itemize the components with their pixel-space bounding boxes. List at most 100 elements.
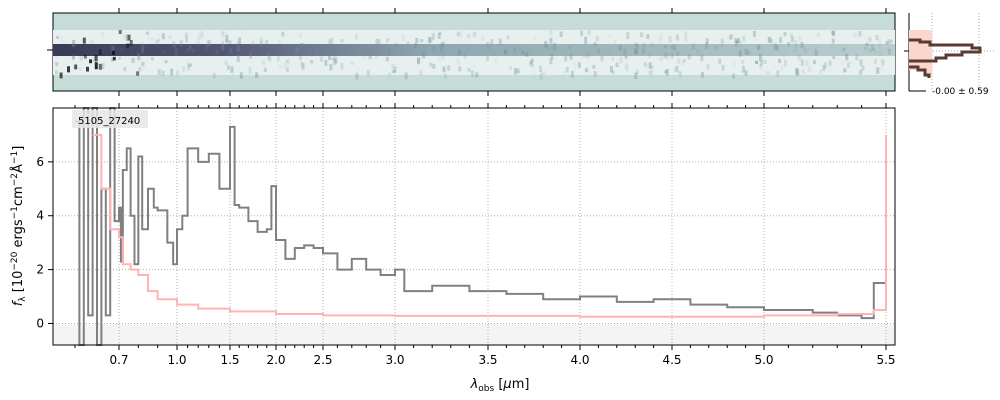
2d-pixel xyxy=(419,57,422,62)
2d-pixel xyxy=(212,72,216,79)
y-tick-label: 6 xyxy=(36,155,44,169)
2d-pixel xyxy=(78,66,82,71)
2d-pixel xyxy=(780,65,784,72)
2d-pixel xyxy=(805,60,809,67)
2d-pixel xyxy=(427,36,431,44)
2d-pixel xyxy=(544,41,548,48)
2d-pixel xyxy=(650,65,654,69)
2d-pixel xyxy=(429,62,433,67)
2d-pixel xyxy=(736,40,740,44)
2d-pixel xyxy=(441,53,445,61)
2d-pixel xyxy=(728,38,731,44)
2d-pixel xyxy=(226,65,230,70)
2d-pixel xyxy=(769,54,772,58)
2d-pixel xyxy=(364,43,368,47)
2d-pixel xyxy=(752,30,756,37)
2d-pixel xyxy=(276,55,280,62)
2d-pixel xyxy=(586,66,589,73)
2d-pixel xyxy=(221,31,225,37)
2d-pixel xyxy=(700,54,704,62)
2d-pixel xyxy=(692,55,695,60)
2d-pixel xyxy=(832,55,836,60)
2d-pixel xyxy=(664,52,668,59)
2d-pixel xyxy=(83,54,87,59)
2d-pixel xyxy=(731,33,735,38)
2d-pixel xyxy=(758,53,762,61)
2d-pixel xyxy=(873,51,877,55)
2d-pixel xyxy=(649,70,653,76)
2d-pixel xyxy=(530,61,534,68)
2d-pixel xyxy=(684,35,688,42)
2d-pixel xyxy=(118,56,122,60)
2d-pixel xyxy=(438,56,442,63)
2d-pixel xyxy=(161,33,165,40)
2d-pixel xyxy=(732,49,735,55)
2d-pixel xyxy=(67,55,70,60)
2d-pixel xyxy=(736,38,740,43)
2d-pixel xyxy=(845,46,848,51)
2d-pixel xyxy=(876,67,880,74)
2d-pixel xyxy=(185,36,189,43)
2d-pixel xyxy=(644,63,648,68)
2d-pixel xyxy=(188,45,192,50)
2d-pixel xyxy=(789,32,793,38)
2d-pixel xyxy=(663,44,667,49)
2d-pixel xyxy=(569,54,573,60)
2d-pixel xyxy=(647,70,651,74)
2d-pixel xyxy=(394,58,397,62)
2d-pixel xyxy=(695,48,699,55)
2d-pixel xyxy=(352,46,356,53)
2d-pixel xyxy=(852,31,856,39)
2d-pixel xyxy=(285,67,289,72)
2d-pixel xyxy=(79,56,83,61)
2d-pixel xyxy=(320,56,324,62)
2d-pixel xyxy=(470,32,473,37)
2d-pixel xyxy=(635,69,639,74)
2d-pixel xyxy=(666,53,670,60)
2d-pixel xyxy=(324,60,328,66)
2d-pixel xyxy=(385,56,389,62)
2d-pixel xyxy=(239,72,243,79)
2d-pixel xyxy=(568,45,572,50)
2d-pixel xyxy=(228,46,232,53)
2d-pixel xyxy=(220,40,224,46)
2d-pixel xyxy=(419,70,423,76)
2d-pixel xyxy=(255,72,259,79)
2d-pixel xyxy=(437,33,441,39)
2d-pixel xyxy=(613,39,617,44)
2d-pixel xyxy=(458,66,462,72)
2d-pixel xyxy=(634,42,638,47)
2d-pixel xyxy=(692,43,696,50)
2d-pixel xyxy=(150,57,154,61)
2d-pixel xyxy=(205,43,209,51)
2d-pixel xyxy=(800,42,804,48)
2d-pixel xyxy=(463,52,467,59)
2d-pixel xyxy=(350,61,354,65)
2d-pixel xyxy=(580,30,584,37)
2d-pixel xyxy=(744,48,748,55)
x-tick-label: 4.5 xyxy=(662,353,681,367)
x-tick-label: 1.5 xyxy=(220,353,239,367)
2d-pixel xyxy=(677,58,681,65)
x-axis-label: λobs [μm] xyxy=(470,377,530,394)
2d-pixel xyxy=(278,64,282,69)
2d-pixel xyxy=(259,40,263,47)
2d-pixel xyxy=(877,44,881,50)
2d-pixel xyxy=(429,42,433,47)
2d-pixel xyxy=(98,63,102,70)
2d-pixel xyxy=(577,59,580,66)
2d-pixel xyxy=(355,72,359,80)
2d-pixel xyxy=(796,69,800,76)
2d-pixel xyxy=(236,54,240,62)
2d-pixel xyxy=(388,72,392,76)
2d-pixel xyxy=(878,38,882,46)
2d-pixel xyxy=(229,48,233,54)
2d-pixel xyxy=(755,61,759,65)
2d-pixel xyxy=(533,37,537,41)
2d-pixel xyxy=(401,44,404,47)
2d-pixel xyxy=(813,60,817,65)
2d-pixel xyxy=(734,38,738,43)
2d-pixel xyxy=(662,70,665,74)
2d-pixel xyxy=(738,50,742,57)
2d-pixel xyxy=(720,42,724,47)
